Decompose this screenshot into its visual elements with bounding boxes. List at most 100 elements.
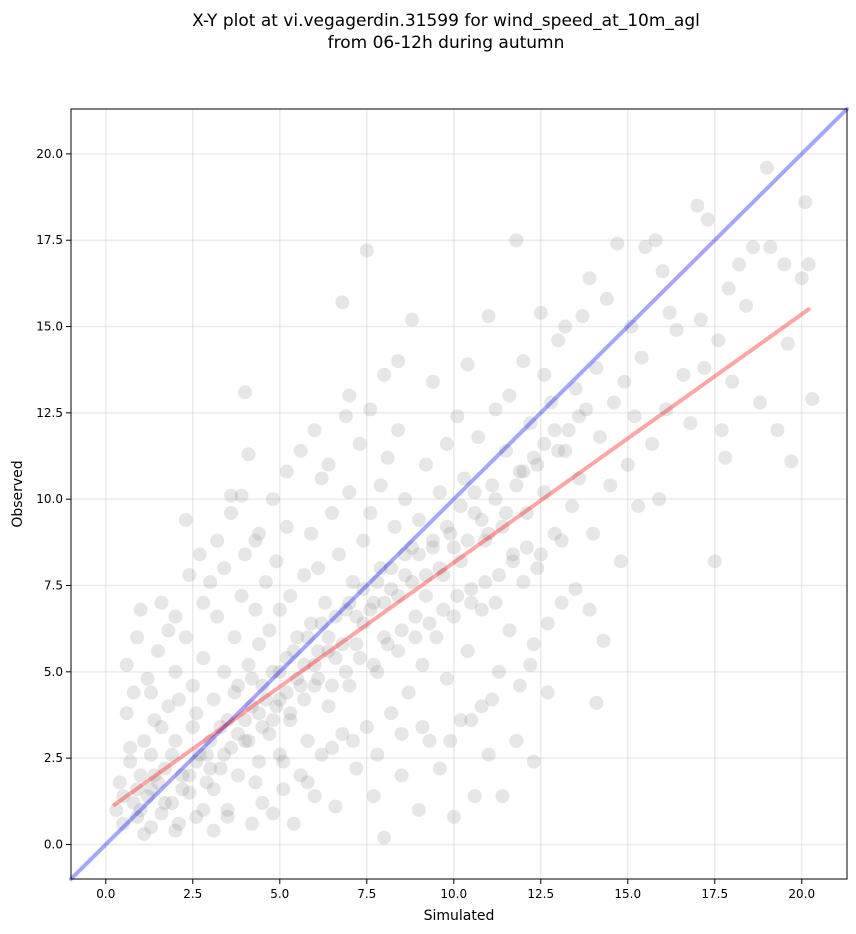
scatter-point xyxy=(185,720,200,735)
scatter-point xyxy=(453,713,468,728)
scatter-point xyxy=(356,581,371,596)
scatter-point xyxy=(725,374,740,389)
scatter-point xyxy=(154,595,169,610)
scatter-point xyxy=(443,733,458,748)
scatter-point xyxy=(377,367,392,382)
scatter-point xyxy=(425,374,440,389)
scatter-point xyxy=(519,540,534,555)
scatter-point xyxy=(572,471,587,486)
scatter-point xyxy=(279,464,294,479)
scatter-point xyxy=(116,816,131,831)
scatter-point xyxy=(561,423,576,438)
scatter-point xyxy=(307,789,322,804)
scatter-point xyxy=(328,651,343,666)
scatter-point xyxy=(248,533,263,548)
scatter-point xyxy=(307,678,322,693)
scatter-point xyxy=(237,547,252,562)
scatter-point xyxy=(460,533,475,548)
scatter-point xyxy=(213,720,228,735)
scatter-point xyxy=(248,602,263,617)
scatter-point xyxy=(175,768,190,783)
scatter-point xyxy=(418,588,433,603)
scatter-point xyxy=(558,443,573,458)
scatter-point xyxy=(192,547,207,562)
scatter-point xyxy=(537,367,552,382)
scatter-point xyxy=(450,409,465,424)
scatter-point xyxy=(739,298,754,313)
scatter-point xyxy=(467,789,482,804)
scatter-point xyxy=(394,768,409,783)
scatter-point xyxy=(203,733,218,748)
scatter-point xyxy=(585,526,600,541)
scatter-point xyxy=(199,775,214,790)
scatter-point xyxy=(258,692,273,707)
scatter-point xyxy=(798,195,813,210)
scatter-point xyxy=(425,533,440,548)
scatter-point xyxy=(304,526,319,541)
scatter-point xyxy=(436,602,451,617)
scatter-point xyxy=(227,630,242,645)
scatter-point xyxy=(349,761,364,776)
scatter-point xyxy=(439,519,454,534)
scatter-point xyxy=(116,789,131,804)
scatter-point xyxy=(297,657,312,672)
y-axis-ticks: 0.0 2.5 5.0 7.5 10.0 12.5 15.0 17.5 20.0 xyxy=(36,147,71,851)
scatter-point xyxy=(432,485,447,500)
scatter-point xyxy=(655,264,670,279)
y-tick-label: 17.5 xyxy=(36,233,63,247)
scatter-point xyxy=(338,409,353,424)
scatter-point xyxy=(516,354,531,369)
scatter-point xyxy=(474,699,489,714)
scatter-point xyxy=(405,575,420,590)
scatter-point xyxy=(147,713,162,728)
scatter-point xyxy=(384,706,399,721)
scatter-point xyxy=(801,257,816,272)
scatter-point xyxy=(150,775,165,790)
scatter-point xyxy=(380,450,395,465)
scatter-point xyxy=(366,657,381,672)
scatter-point xyxy=(436,568,451,583)
scatter-point xyxy=(453,499,468,514)
scatter-point xyxy=(457,471,472,486)
scatter-point xyxy=(345,733,360,748)
scatter-point xyxy=(502,388,517,403)
scatter-point xyxy=(342,388,357,403)
scatter-point xyxy=(220,809,235,824)
scatter-point xyxy=(352,436,367,451)
scatter-point xyxy=(286,644,301,659)
scatter-point xyxy=(258,575,273,590)
scatter-point xyxy=(460,644,475,659)
scatter-point xyxy=(690,198,705,213)
scatter-point xyxy=(398,492,413,507)
scatter-point xyxy=(154,720,169,735)
scatter-point xyxy=(251,754,266,769)
scatter-point xyxy=(478,533,493,548)
scatter-point xyxy=(276,754,291,769)
scatter-point xyxy=(648,233,663,248)
y-tick-label: 5.0 xyxy=(44,665,63,679)
scatter-point xyxy=(342,678,357,693)
y-tick-label: 12.5 xyxy=(36,406,63,420)
scatter-point xyxy=(318,595,333,610)
scatter-point xyxy=(262,726,277,741)
scatter-point xyxy=(638,240,653,255)
scatter-point xyxy=(196,802,211,817)
scatter-point xyxy=(356,533,371,548)
scatter-point xyxy=(606,395,621,410)
scatter-point xyxy=(526,450,541,465)
scatter-point xyxy=(359,243,374,258)
scatter-point xyxy=(342,595,357,610)
scatter-point xyxy=(408,630,423,645)
scatter-point xyxy=(251,706,266,721)
scatter-point xyxy=(405,540,420,555)
scatter-point xyxy=(429,630,444,645)
scatter-point xyxy=(439,671,454,686)
scatter-point xyxy=(377,630,392,645)
regression-line xyxy=(112,307,811,807)
scatter-point xyxy=(759,160,774,175)
scatter-point xyxy=(411,802,426,817)
x-tick-label: 2.5 xyxy=(183,887,202,901)
scatter-point xyxy=(279,685,294,700)
scatter-point xyxy=(244,699,259,714)
scatter-point xyxy=(338,602,353,617)
